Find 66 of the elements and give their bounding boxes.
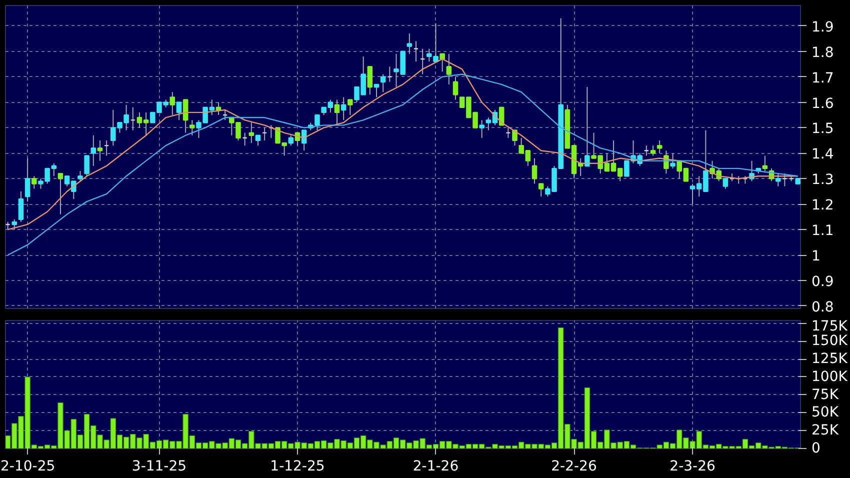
candlestick xyxy=(288,134,294,146)
candlestick xyxy=(170,92,176,116)
y-tick-label: 0.8 xyxy=(812,299,834,316)
y-tick-label: 1.7 xyxy=(812,70,834,86)
y-tick-label: 1.9 xyxy=(812,19,834,36)
candlestick xyxy=(182,99,188,134)
x-tick-label: 2-10-25 xyxy=(0,458,56,474)
candlestick xyxy=(670,152,676,169)
y-tick-label: 175K xyxy=(812,318,848,334)
candlestick xyxy=(24,158,30,202)
y-tick-label: 1.6 xyxy=(812,96,834,112)
y-tick-label: 50K xyxy=(812,404,840,421)
candlestick xyxy=(656,140,662,154)
candlestick xyxy=(452,76,458,100)
candlestick xyxy=(440,53,445,72)
y-tick-label: 150K xyxy=(812,333,848,350)
y-tick-label: 1.4 xyxy=(812,146,834,163)
candlestick xyxy=(762,155,768,172)
candlestick xyxy=(650,145,656,156)
candlestick xyxy=(255,134,261,146)
candlestick xyxy=(248,122,254,144)
y-tick-label: 1.1 xyxy=(812,223,834,240)
y-tick-label: 0.9 xyxy=(812,274,834,290)
y-tick-label: 100K xyxy=(812,368,848,385)
candlestick xyxy=(334,99,340,126)
candlestick xyxy=(498,106,504,126)
x-tick-label: 2-3-26 xyxy=(670,458,716,474)
y-tick-label: 75K xyxy=(812,386,840,403)
y-tick-label: 1.2 xyxy=(812,198,834,214)
candlestick xyxy=(775,173,781,187)
candlestick xyxy=(78,170,83,182)
y-tick-label: 125K xyxy=(812,351,848,368)
y-tick-label: 1.5 xyxy=(812,121,834,138)
candlestick xyxy=(479,120,484,138)
candlestick xyxy=(216,102,222,116)
candlestick xyxy=(446,53,452,85)
candlestick xyxy=(406,33,412,54)
candlestick xyxy=(340,96,346,121)
candlestick xyxy=(12,218,18,230)
candlestick xyxy=(58,172,64,215)
candlestick xyxy=(367,66,373,96)
line-series xyxy=(7,74,798,256)
y-tick-label: 1.8 xyxy=(812,44,834,61)
candlestick xyxy=(190,120,195,136)
x-tick-label: 2-2-26 xyxy=(551,458,597,474)
candlestick xyxy=(538,183,544,197)
y-tick-label: 1 xyxy=(812,248,820,265)
candlestick xyxy=(584,86,590,167)
candlestick xyxy=(380,74,386,93)
x-tick-label: 3-11-25 xyxy=(132,458,187,474)
y-tick-label: 1.3 xyxy=(812,172,834,188)
candlestick xyxy=(176,102,182,121)
candlestick xyxy=(90,134,96,166)
candlestick xyxy=(84,155,90,177)
candlestick xyxy=(532,158,538,184)
x-tick-label: 2-1-26 xyxy=(412,458,459,474)
candlestick xyxy=(374,84,380,98)
candlestick xyxy=(32,176,37,190)
y-tick-label: 25K xyxy=(812,422,840,439)
x-tick-label: 1-12-25 xyxy=(270,458,325,474)
candlestick xyxy=(18,190,24,222)
candlestick xyxy=(348,99,353,116)
y-tick-label: 0 xyxy=(812,440,820,456)
candlestick xyxy=(97,140,103,162)
candlestick xyxy=(722,178,728,190)
candlestick xyxy=(512,130,518,146)
